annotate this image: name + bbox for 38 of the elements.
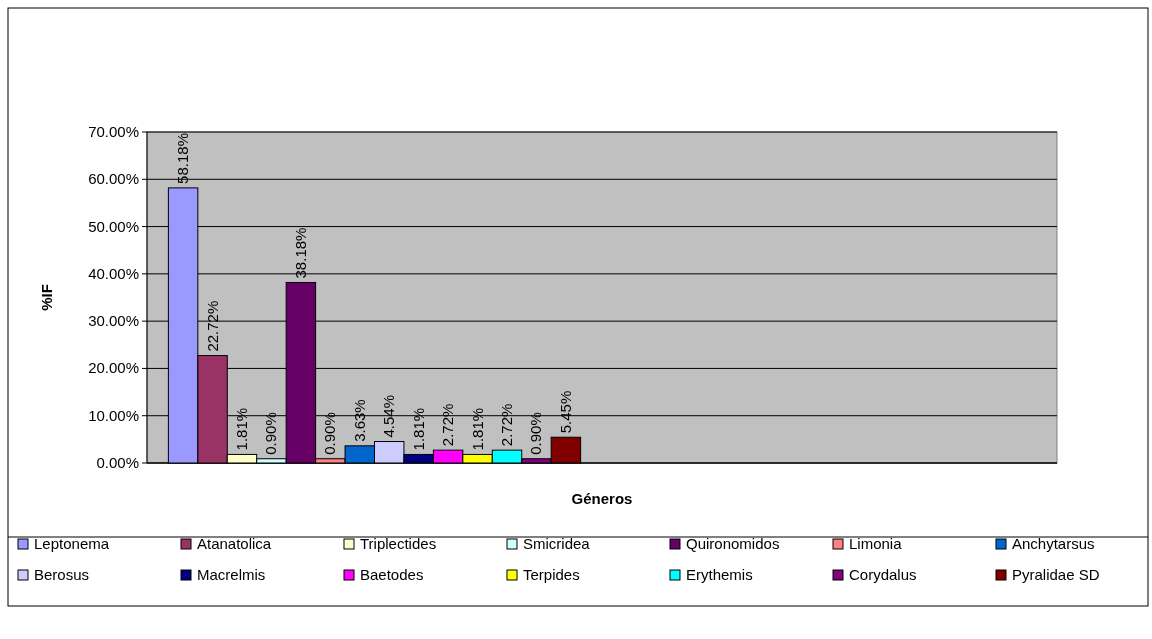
legend-label: Erythemis bbox=[686, 566, 753, 583]
legend-label: Macrelmis bbox=[197, 566, 266, 583]
y-tick-label: 30.00% bbox=[88, 312, 139, 330]
data-label: 5.45% bbox=[556, 390, 574, 434]
y-tick-label: 50.00% bbox=[88, 217, 139, 235]
data-label: 38.18% bbox=[291, 227, 309, 279]
data-label: 0.90% bbox=[527, 412, 545, 455]
y-tick-label: 0.00% bbox=[96, 454, 139, 471]
data-label: 1.81% bbox=[233, 407, 250, 451]
legend-label: Pyralidae SD bbox=[1012, 566, 1100, 583]
data-label: 3.63% bbox=[350, 399, 368, 442]
data-label: 4.54% bbox=[380, 394, 398, 438]
data-label: 0.90% bbox=[262, 412, 280, 455]
y-tick-label: 10.00% bbox=[88, 406, 139, 424]
legend-label: Triplectides bbox=[360, 535, 437, 552]
legend-label: Limonia bbox=[849, 535, 903, 552]
x-axis-title: Géneros bbox=[571, 490, 633, 507]
legend-label: Leptonema bbox=[34, 535, 110, 552]
legend-label: Terpides bbox=[523, 566, 580, 583]
legend-label: Berosus bbox=[34, 566, 90, 583]
y-tick-label: 60.00% bbox=[88, 170, 139, 188]
data-label: 2.72% bbox=[439, 403, 457, 447]
data-label: 0.90% bbox=[321, 412, 339, 455]
data-label: 1.81% bbox=[409, 407, 427, 451]
data-label: 22.72% bbox=[203, 300, 221, 352]
y-tick-label: 70.00% bbox=[88, 123, 139, 140]
y-axis-title: %IF bbox=[38, 284, 55, 311]
data-label: 2.72% bbox=[498, 403, 515, 447]
legend-label: Quironomidos bbox=[686, 535, 780, 552]
data-label: 1.81% bbox=[468, 407, 486, 451]
y-tick-label: 20.00% bbox=[88, 359, 139, 377]
legend-label: Baetodes bbox=[360, 566, 424, 583]
legend-label: Smicridea bbox=[523, 535, 591, 552]
legend-label: Corydalus bbox=[849, 566, 917, 583]
legend-label: Anchytarsus bbox=[1012, 535, 1095, 552]
data-label: 58.18% bbox=[174, 133, 192, 184]
legend-label: Atanatolica bbox=[197, 535, 272, 552]
y-tick-label: 40.00% bbox=[88, 264, 139, 282]
